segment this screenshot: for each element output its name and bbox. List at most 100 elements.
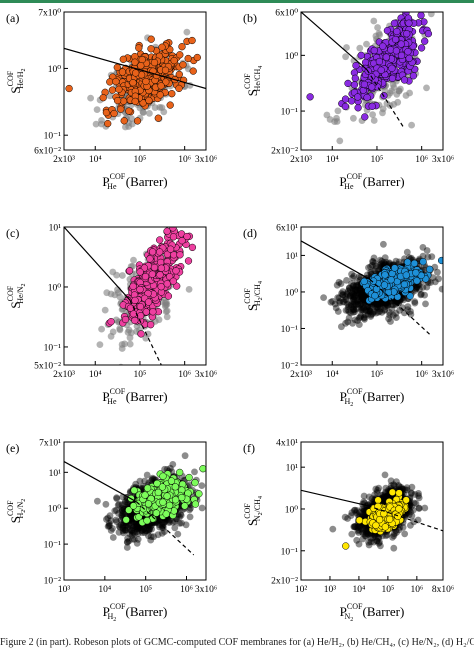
highlight-point [170,507,178,515]
background-point [115,510,122,517]
background-point [87,94,94,102]
background-point [376,301,384,308]
background-point [336,298,343,305]
background-point [148,477,155,484]
background-point [359,292,367,300]
highlight-point [178,237,186,245]
background-point [143,471,151,479]
highlight-point [165,501,174,510]
background-point [360,313,368,321]
background-point [346,292,354,300]
background-point [339,298,347,306]
highlight-point [354,104,362,112]
y-axis-label-part: S [8,86,23,93]
y-tick-label: 10⁰ [48,505,62,515]
background-point [147,533,155,540]
background-point [419,252,427,260]
background-point [358,300,366,308]
background-point [126,526,134,534]
background-point [349,305,357,313]
x-tick-label: 10⁴ [89,370,103,380]
x-tick-label: 10⁶ [178,155,191,165]
background-point [115,522,123,530]
highlight-point [148,248,157,256]
background-point [119,510,127,517]
background-point [375,484,383,492]
y-tick-label: 5x10⁻² [34,362,61,372]
background-point [150,533,158,541]
x-tick-label: 10⁶ [415,155,428,165]
highlight-point [147,45,155,53]
background-point [423,84,430,92]
background-point [366,307,373,315]
x-tick-label: 10³ [58,585,71,595]
background-point [132,519,140,527]
background-point [133,528,141,535]
y-axis-label-part: H [16,512,25,518]
x-axis-label-part: P [102,389,109,404]
background-point [96,341,104,348]
background-point [130,256,137,264]
background-point [414,516,422,524]
highlight-point [188,243,197,252]
highlight-point [184,257,193,265]
background-point [361,311,369,319]
y-tick-label: 10¹ [286,252,299,262]
highlight-point [150,263,159,272]
background-point [132,523,140,531]
background-point [358,295,366,302]
background-point [147,536,155,544]
highlight-point [403,258,412,266]
background-point [351,292,359,300]
background-point [401,309,408,317]
background-point [359,291,367,298]
background-point [161,518,169,526]
background-point [401,530,409,538]
background-point [388,301,396,309]
background-point [364,307,372,315]
background-point [122,526,130,534]
background-point [379,491,387,499]
background-point [105,520,113,527]
background-point [350,300,358,308]
background-point [390,482,398,490]
y-tick-label: 10⁻¹ [44,541,62,551]
background-point [171,518,179,525]
x-axis-label-part: (Barrer) [122,604,167,619]
highlight-point [361,113,369,121]
background-point [126,340,134,348]
background-point [132,480,140,488]
background-point [92,120,100,128]
y-axis-label-part: He/CH [253,69,262,92]
background-point [128,527,136,535]
highlight-point [421,37,429,45]
background-point [133,523,141,531]
background-point [370,117,378,124]
background-point [412,285,420,292]
background-point [384,301,392,309]
highlight-point [176,251,184,259]
highlight-point [166,245,175,253]
background-point [360,506,368,513]
x-axis-label-part: P [103,604,110,619]
highlight-point [169,227,177,232]
background-point [339,291,346,299]
highlight-point [163,492,171,500]
background-point [118,501,126,509]
background-point [141,529,149,536]
background-point [102,500,110,508]
background-point [347,301,355,308]
background-point [349,292,357,300]
background-point [347,512,355,519]
y-axis-label-part: /N [16,501,25,509]
background-point [357,297,364,305]
background-point [397,484,405,491]
background-point [337,280,345,287]
background-point [345,301,353,309]
background-point [158,523,166,531]
background-point [343,290,351,297]
background-point [119,525,127,532]
background-point [133,525,141,533]
background-point [373,303,381,311]
background-point [374,309,382,316]
